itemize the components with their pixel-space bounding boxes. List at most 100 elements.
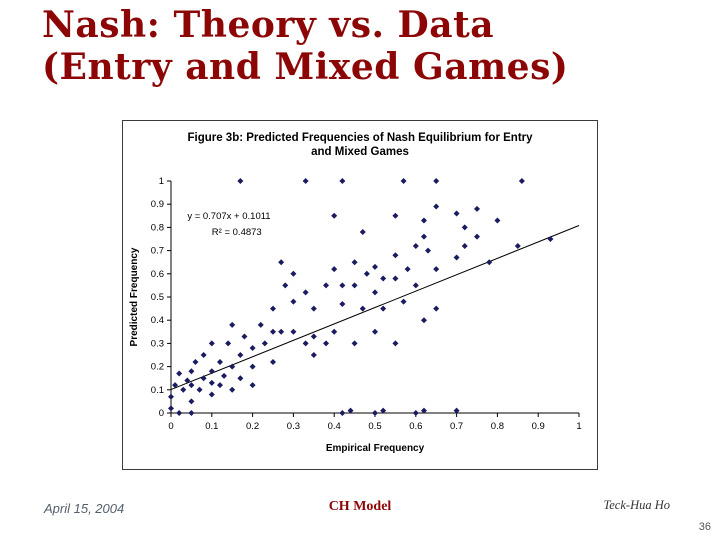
x-tick-label: 0.6 bbox=[409, 421, 422, 432]
y-tick-label: 0.5 bbox=[151, 292, 164, 303]
chart-title-line-1: Figure 3b: Predicted Frequencies of Nash… bbox=[187, 132, 533, 144]
scatter-point bbox=[339, 410, 346, 416]
scatter-point bbox=[237, 178, 244, 184]
y-tick-label: 0.1 bbox=[151, 385, 164, 396]
scatter-point bbox=[168, 405, 174, 412]
scatter-point bbox=[339, 282, 346, 289]
y-tick-label: 0 bbox=[159, 408, 164, 419]
scatter-point bbox=[474, 233, 480, 240]
title-line-1: Nash: Theory vs. Data bbox=[42, 4, 495, 46]
scatter-point bbox=[229, 386, 236, 393]
scatter-point bbox=[216, 358, 223, 365]
scatter-point bbox=[192, 358, 199, 365]
scatter-point bbox=[241, 333, 248, 340]
scatter-point bbox=[270, 305, 276, 312]
scatter-point bbox=[208, 391, 215, 398]
scatter-point bbox=[225, 340, 232, 347]
scatter-point bbox=[168, 393, 174, 400]
scatter-point bbox=[404, 266, 411, 273]
y-tick-label: 0.2 bbox=[151, 362, 164, 373]
scatter-point bbox=[290, 328, 297, 335]
scatter-point bbox=[176, 370, 183, 377]
scatter-point bbox=[363, 270, 370, 277]
scatter-point bbox=[237, 352, 244, 358]
scatter-point bbox=[412, 282, 419, 289]
footer-date: April 15, 2004 bbox=[44, 501, 125, 516]
scatter-point bbox=[372, 289, 378, 296]
scatter-point bbox=[392, 212, 399, 219]
scatter-point bbox=[249, 363, 256, 370]
scatter-point bbox=[200, 375, 207, 382]
scatter-point bbox=[412, 410, 419, 416]
scatter-point bbox=[453, 210, 460, 217]
scatter-point bbox=[278, 328, 285, 335]
scatter-point bbox=[331, 212, 338, 219]
scatter-point bbox=[372, 328, 378, 335]
scatter-point bbox=[380, 305, 387, 312]
scatter-point bbox=[188, 398, 195, 405]
scatter-point bbox=[347, 407, 354, 414]
scatter-point bbox=[380, 407, 387, 414]
scatter-point bbox=[229, 321, 236, 328]
scatter-point bbox=[461, 242, 468, 249]
scatter-point bbox=[216, 382, 223, 389]
scatter-point bbox=[380, 275, 387, 282]
scatter-point bbox=[433, 203, 440, 210]
scatter-point bbox=[200, 352, 207, 358]
r-squared-label: R² = 0.4873 bbox=[212, 227, 262, 238]
scatter-point bbox=[474, 205, 480, 212]
scatter-point bbox=[208, 379, 215, 386]
x-tick-label: 1 bbox=[576, 421, 581, 432]
scatter-point bbox=[282, 282, 289, 289]
footer-author: Teck-Hua Ho bbox=[603, 498, 670, 512]
page-title: Nash: Theory vs. Data (Entry and Mixed G… bbox=[42, 4, 568, 89]
scatter-chart-svg: Figure 3b: Predicted Frequencies of Nash… bbox=[129, 132, 582, 454]
scatter-point bbox=[180, 386, 187, 393]
scatter-point bbox=[229, 363, 236, 370]
slide-number: 36 bbox=[698, 521, 711, 533]
scatter-point bbox=[270, 328, 276, 335]
scatter-point bbox=[302, 289, 309, 296]
scatter-point bbox=[302, 178, 309, 184]
scatter-point bbox=[433, 178, 440, 184]
scatter-point bbox=[400, 178, 407, 184]
x-axis-title: Empirical Frequency bbox=[326, 443, 425, 454]
scatter-point bbox=[184, 377, 191, 384]
scatter-point bbox=[172, 382, 179, 389]
scatter-point bbox=[351, 259, 358, 266]
scatter-point bbox=[412, 242, 419, 249]
scatter-point bbox=[323, 340, 330, 347]
scatter-point bbox=[208, 340, 215, 347]
scatter-point bbox=[188, 368, 195, 375]
scatter-point bbox=[261, 340, 268, 347]
scatter-point bbox=[372, 263, 378, 270]
y-tick-label: 0.6 bbox=[151, 269, 164, 280]
scatter-point bbox=[339, 178, 346, 184]
scatter-point bbox=[351, 282, 358, 289]
y-tick-label: 0.8 bbox=[151, 222, 164, 233]
scatter-point bbox=[494, 217, 501, 224]
scatter-point bbox=[392, 252, 399, 259]
scatter-point bbox=[302, 340, 309, 347]
scatter-point bbox=[278, 259, 285, 266]
scatter-chart: Figure 3b: Predicted Frequencies of Nash… bbox=[122, 120, 598, 470]
x-tick-label: 0.4 bbox=[328, 421, 341, 432]
scatter-point bbox=[310, 352, 317, 358]
scatter-point bbox=[188, 382, 195, 389]
scatter-point bbox=[339, 300, 346, 307]
x-tick-label: 0 bbox=[168, 421, 173, 432]
scatter-point bbox=[433, 266, 440, 273]
scatter-point bbox=[310, 333, 317, 340]
scatter-point bbox=[518, 178, 525, 184]
scatter-point bbox=[433, 305, 440, 312]
scatter-point bbox=[400, 298, 407, 305]
x-tick-label: 0.1 bbox=[205, 421, 218, 432]
scatter-point bbox=[249, 382, 256, 389]
scatter-point bbox=[323, 282, 330, 289]
scatter-point bbox=[176, 410, 183, 416]
x-tick-label: 0.2 bbox=[246, 421, 259, 432]
scatter-point bbox=[453, 407, 460, 414]
y-tick-label: 0.9 bbox=[151, 199, 164, 210]
x-tick-label: 0.5 bbox=[368, 421, 381, 432]
